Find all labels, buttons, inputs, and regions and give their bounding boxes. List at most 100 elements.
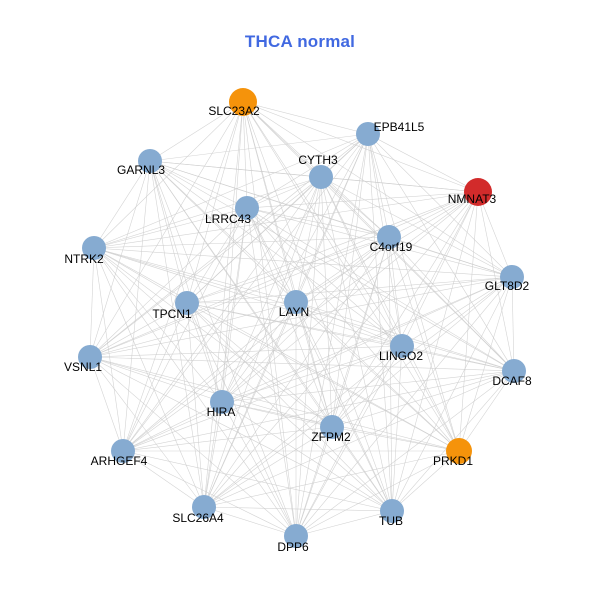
graph-edge — [477, 191, 513, 278]
graph-edge — [93, 236, 390, 249]
graph-edge — [221, 191, 479, 403]
graph-edge — [93, 101, 244, 249]
node-label-SLC26A4: SLC26A4 — [172, 511, 224, 525]
graph-edge — [246, 176, 322, 209]
node-TUB — [380, 499, 404, 523]
graph-edge — [221, 401, 333, 428]
graph-edge — [295, 236, 390, 303]
node-label-VSNL1: VSNL1 — [64, 360, 102, 374]
graph-edge — [186, 302, 205, 508]
graph-edge — [391, 276, 513, 512]
graph-edge — [89, 356, 223, 403]
graph-edge — [295, 370, 515, 537]
node-label-PRKD1: PRKD1 — [433, 454, 473, 468]
graph-edge — [295, 345, 403, 537]
graph-edge — [401, 345, 515, 372]
node-DCAF8 — [502, 359, 526, 383]
graph-edge — [89, 160, 151, 358]
graph-edge — [93, 247, 124, 452]
graph-edge — [93, 247, 403, 347]
graph-edge — [242, 101, 369, 135]
graph-edge — [320, 176, 333, 428]
graph-edge — [367, 133, 479, 193]
graph-edge — [458, 370, 515, 452]
graph-edge — [186, 302, 393, 512]
graph-edge — [122, 450, 393, 512]
graph-edge — [320, 176, 513, 278]
graph-edge — [122, 160, 151, 452]
graph-edge — [295, 301, 460, 452]
graph-edge — [203, 276, 513, 508]
graph-edge — [89, 191, 479, 358]
graph-edge — [149, 160, 515, 372]
graph-edge — [367, 133, 393, 512]
graph-edge — [331, 133, 369, 428]
node-label-C4orf19: C4orf19 — [370, 240, 413, 254]
graph-edge — [122, 191, 479, 452]
graph-edge — [186, 276, 513, 304]
node-label-GLT8D2: GLT8D2 — [485, 279, 530, 293]
graph-edge — [295, 510, 393, 537]
graph-edge — [93, 247, 205, 508]
graph-edge — [388, 236, 460, 452]
graph-edge — [89, 247, 95, 358]
graph-edge — [203, 450, 460, 508]
graph-edge — [203, 301, 297, 508]
graph-edge — [203, 426, 333, 508]
graph-edge — [122, 450, 297, 537]
graph-edge — [122, 345, 403, 452]
node-GLT8D2 — [500, 265, 524, 289]
graph-edge — [221, 301, 297, 403]
graph-edge — [246, 207, 390, 238]
graph-edge — [242, 101, 513, 278]
graph-edge — [186, 207, 248, 304]
graph-edge — [122, 450, 205, 508]
graph-edge — [388, 236, 513, 278]
node-label-ARHGEF4: ARHGEF4 — [91, 454, 148, 468]
graph-edge — [149, 160, 188, 304]
graph-edge — [203, 133, 369, 508]
graph-edge — [93, 247, 513, 278]
graph-edge — [242, 101, 297, 537]
graph-edge — [295, 426, 333, 537]
graph-edge — [149, 101, 244, 162]
graph-edge — [367, 133, 390, 238]
nodes-layer — [78, 88, 526, 548]
graph-edge — [401, 276, 513, 347]
graph-edge — [246, 191, 479, 209]
node-VSNL1 — [78, 345, 102, 369]
graph-edge — [93, 176, 322, 249]
graph-edge — [295, 450, 460, 537]
node-label-EPB41L5: EPB41L5 — [374, 120, 425, 134]
graph-edge — [89, 302, 188, 358]
graph-edge — [295, 176, 322, 537]
graph-edge — [122, 370, 515, 452]
graph-edge — [391, 345, 403, 512]
graph-edge — [221, 401, 393, 512]
node-label-HIRA: HIRA — [207, 405, 236, 419]
graph-edge — [149, 160, 248, 209]
graph-edge — [122, 207, 248, 452]
graph-edge — [186, 302, 460, 452]
graph-edge — [331, 426, 393, 512]
graph-edge — [122, 302, 188, 452]
graph-edge — [331, 370, 515, 428]
graph-edge — [320, 176, 403, 347]
graph-edge — [122, 236, 390, 452]
graph-edge — [221, 276, 513, 403]
graph-edge — [203, 506, 297, 537]
graph-edge — [295, 301, 403, 347]
graph-edge — [149, 160, 223, 403]
graph-edge — [458, 276, 513, 452]
graph-edge — [89, 345, 403, 358]
graph-edge — [320, 176, 515, 372]
graph-edge — [89, 301, 297, 358]
node-label-DPP6: DPP6 — [277, 540, 309, 554]
node-DPP6 — [284, 524, 308, 548]
node-label-NMNAT3: NMNAT3 — [448, 192, 497, 206]
graph-edge — [295, 276, 513, 303]
graph-edge — [89, 356, 393, 512]
node-label-CYTH3: CYTH3 — [298, 153, 338, 167]
graph-edge — [295, 301, 393, 512]
